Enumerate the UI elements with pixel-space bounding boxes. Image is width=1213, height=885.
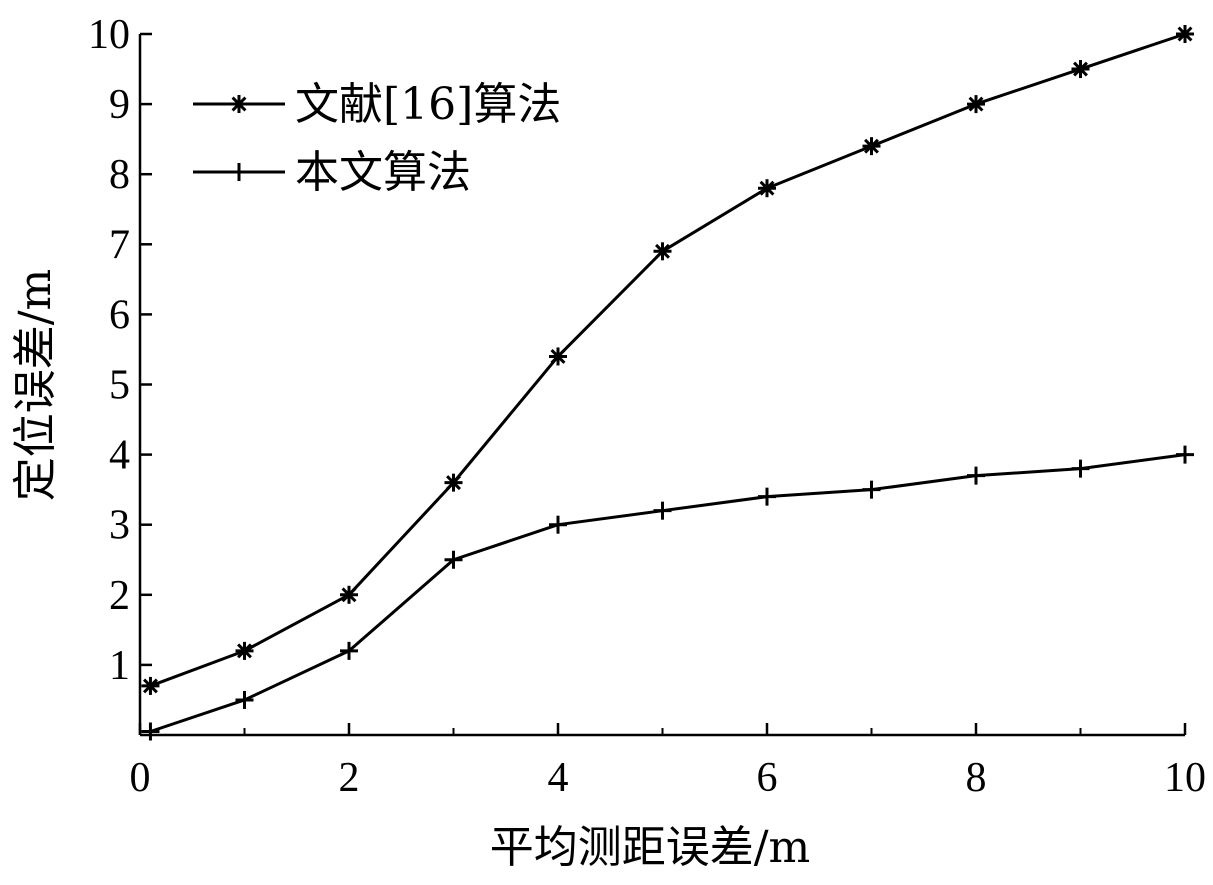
y-tick-label: 3 bbox=[109, 503, 130, 549]
y-tick-label: 1 bbox=[109, 643, 130, 689]
y-axis-title: 定位误差/m bbox=[10, 269, 61, 502]
legend-item: 文献[16]算法 bbox=[193, 79, 561, 130]
x-tick-label: 6 bbox=[757, 755, 778, 801]
asterisk-marker bbox=[1071, 60, 1090, 79]
plus-marker bbox=[549, 515, 567, 534]
plus-marker bbox=[444, 550, 463, 569]
y-axis-ticks: 1 2 3 4 5 6 7 8 9 10 bbox=[88, 12, 152, 689]
legend-label: 本文算法 bbox=[295, 147, 471, 198]
legend-label: 文献[16]算法 bbox=[295, 79, 561, 130]
asterisk-marker bbox=[141, 676, 160, 695]
asterisk-marker bbox=[444, 473, 463, 492]
plus-marker bbox=[967, 466, 985, 485]
plus-marker bbox=[862, 480, 881, 499]
asterisk-marker bbox=[230, 95, 248, 113]
plus-marker bbox=[235, 690, 254, 709]
asterisk-marker bbox=[653, 242, 672, 261]
series-line bbox=[149, 32, 1186, 688]
plus-marker bbox=[230, 163, 248, 181]
asterisk-marker bbox=[340, 585, 358, 604]
asterisk-marker bbox=[235, 641, 254, 660]
plus-marker bbox=[758, 487, 776, 506]
plus-marker bbox=[1176, 445, 1194, 464]
plus-marker bbox=[653, 501, 672, 520]
axes bbox=[138, 34, 1185, 737]
y-tick-label: 4 bbox=[109, 433, 130, 479]
series-1 bbox=[141, 25, 1194, 695]
y-tick-label: 8 bbox=[109, 152, 130, 198]
asterisk-marker bbox=[1176, 25, 1194, 43]
x-tick-label: 8 bbox=[966, 755, 987, 801]
x-tick-label: 10 bbox=[1164, 755, 1206, 801]
asterisk-marker bbox=[862, 137, 881, 156]
series-layer bbox=[141, 25, 1194, 741]
asterisk-marker bbox=[967, 95, 985, 114]
legend-item: 本文算法 bbox=[193, 147, 471, 198]
series-line bbox=[149, 453, 1186, 733]
x-tick-label: 2 bbox=[339, 755, 360, 801]
y-tick-label: 2 bbox=[109, 573, 130, 619]
y-tick-label: 7 bbox=[109, 222, 130, 268]
asterisk-marker bbox=[758, 179, 776, 198]
plus-marker bbox=[340, 641, 358, 660]
plus-marker bbox=[141, 722, 160, 741]
x-tick-label: 0 bbox=[130, 755, 151, 801]
series-2 bbox=[141, 445, 1194, 741]
x-tick-label: 4 bbox=[548, 755, 569, 801]
x-axis-ticks: 0 2 4 6 8 10 bbox=[130, 723, 1206, 801]
y-tick-label: 10 bbox=[88, 12, 130, 58]
y-tick-label: 9 bbox=[109, 82, 130, 128]
y-tick-label: 5 bbox=[109, 363, 130, 409]
y-tick-label: 6 bbox=[109, 292, 130, 338]
x-axis-title: 平均测距误差/m bbox=[490, 822, 811, 873]
asterisk-marker bbox=[549, 347, 567, 366]
plus-marker bbox=[1071, 459, 1090, 478]
